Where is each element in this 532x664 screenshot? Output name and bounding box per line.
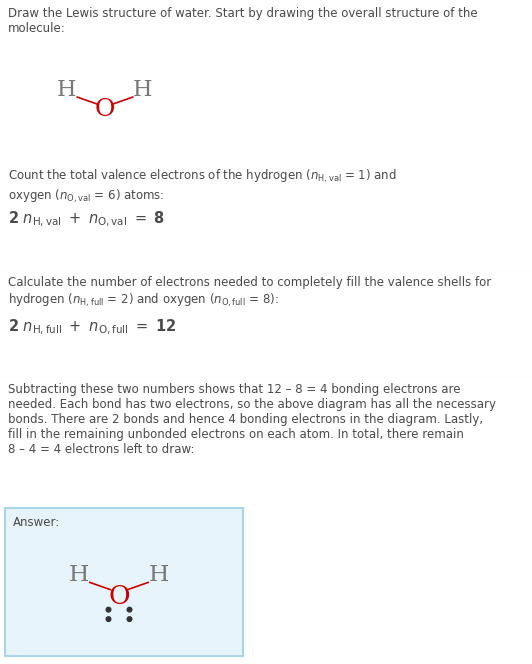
Text: O: O: [108, 584, 130, 608]
Text: H: H: [133, 79, 153, 101]
Text: $\mathbf{2}\ \mathit{n}_{\rm H,val}\ +\ \mathit{n}_{\rm O,val}\ =\ \mathbf{8}$: $\mathbf{2}\ \mathit{n}_{\rm H,val}\ +\ …: [8, 210, 165, 229]
Text: Answer:: Answer:: [13, 516, 60, 529]
Circle shape: [106, 608, 111, 612]
Text: H: H: [149, 564, 169, 586]
Text: H: H: [69, 564, 89, 586]
Text: $\mathbf{2}\ \mathit{n}_{\rm H,full}\ +\ \mathit{n}_{\rm O,full}\ =\ \mathbf{12}: $\mathbf{2}\ \mathit{n}_{\rm H,full}\ +\…: [8, 318, 176, 337]
Text: O: O: [95, 98, 115, 122]
Text: Count the total valence electrons of the hydrogen ($n_{\rm H,val}$ = 1) and
oxyg: Count the total valence electrons of the…: [8, 168, 397, 205]
Circle shape: [106, 617, 111, 622]
Circle shape: [127, 608, 132, 612]
Text: H: H: [57, 79, 77, 101]
Circle shape: [127, 617, 132, 622]
Text: Calculate the number of electrons needed to completely fill the valence shells f: Calculate the number of electrons needed…: [8, 276, 491, 309]
Text: Draw the Lewis structure of water. Start by drawing the overall structure of the: Draw the Lewis structure of water. Start…: [8, 7, 478, 35]
Text: Subtracting these two numbers shows that 12 – 8 = 4 bonding electrons are
needed: Subtracting these two numbers shows that…: [8, 383, 496, 456]
